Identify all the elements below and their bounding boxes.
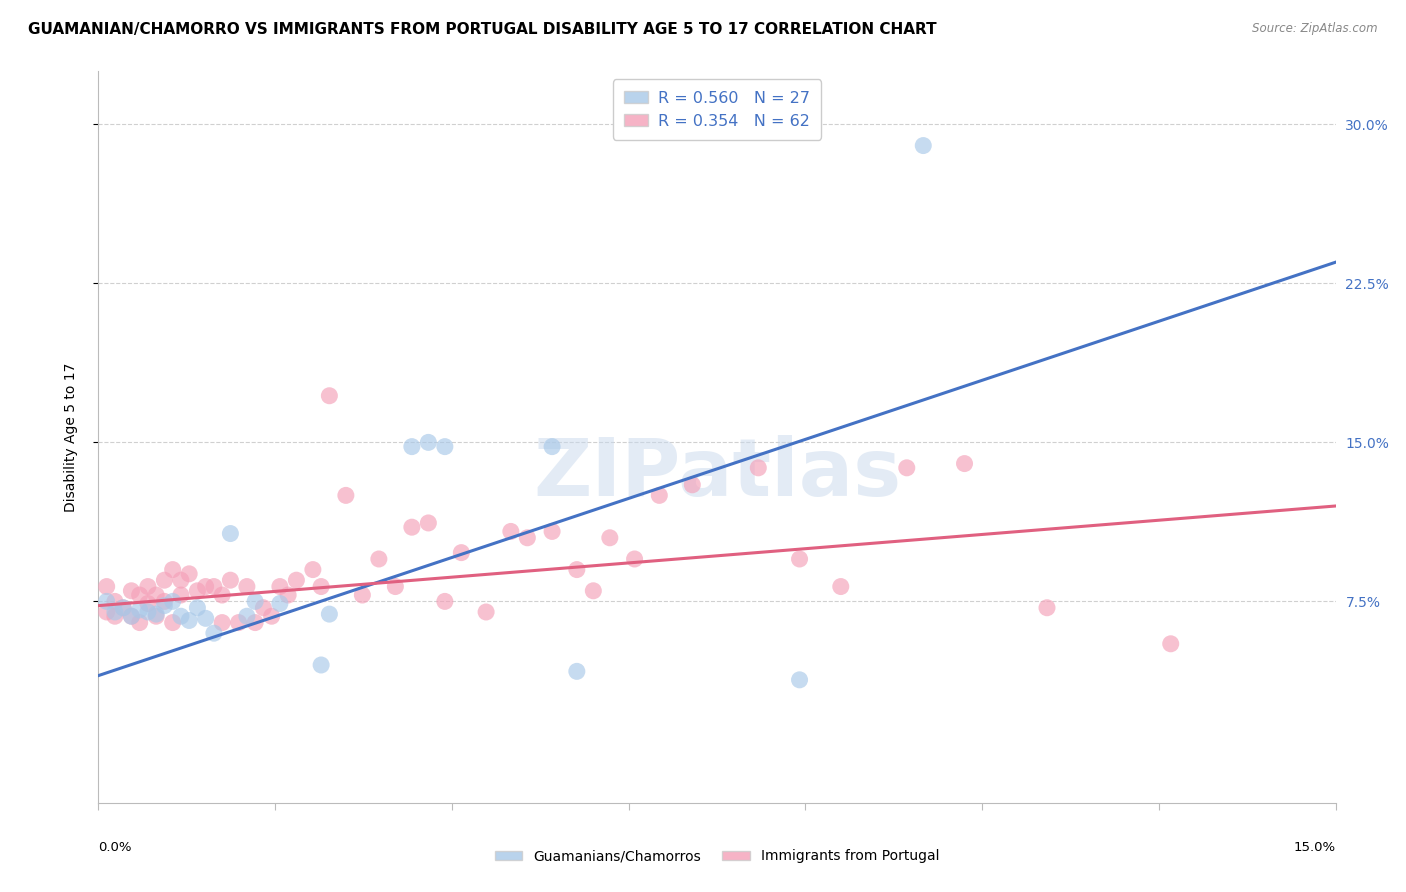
Point <box>128 603 150 617</box>
Point <box>170 588 193 602</box>
Text: 0.0%: 0.0% <box>98 841 132 854</box>
Point <box>243 594 266 608</box>
Point <box>170 609 193 624</box>
Point <box>194 611 217 625</box>
Point <box>228 615 250 630</box>
Point <box>162 615 184 630</box>
Point <box>236 609 259 624</box>
Point <box>285 573 308 587</box>
Point <box>120 609 142 624</box>
Point <box>186 583 208 598</box>
Point <box>170 573 193 587</box>
Point <box>145 607 167 621</box>
Point <box>112 600 135 615</box>
Point <box>433 594 456 608</box>
Point <box>219 573 242 587</box>
Point <box>953 457 976 471</box>
Point <box>648 488 671 502</box>
Point <box>789 552 811 566</box>
Point <box>162 594 184 608</box>
Point <box>896 460 918 475</box>
Point <box>1036 600 1059 615</box>
Point <box>681 477 703 491</box>
Point <box>179 614 201 628</box>
Point <box>565 563 588 577</box>
Y-axis label: Disability Age 5 to 17: Disability Age 5 to 17 <box>63 362 77 512</box>
Point <box>128 588 150 602</box>
Point <box>277 588 299 602</box>
Point <box>153 573 176 587</box>
Point <box>302 563 325 577</box>
Point <box>541 440 564 454</box>
Point <box>104 594 127 608</box>
Point <box>128 615 150 630</box>
Point <box>211 588 233 602</box>
Point <box>433 440 456 454</box>
Point <box>269 580 291 594</box>
Point <box>384 580 406 594</box>
Point <box>211 615 233 630</box>
Point <box>202 626 225 640</box>
Text: GUAMANIAN/CHAMORRO VS IMMIGRANTS FROM PORTUGAL DISABILITY AGE 5 TO 17 CORRELATIO: GUAMANIAN/CHAMORRO VS IMMIGRANTS FROM PO… <box>28 22 936 37</box>
Point <box>96 580 118 594</box>
Text: ZIPatlas: ZIPatlas <box>533 434 901 513</box>
Point <box>623 552 645 566</box>
Text: 15.0%: 15.0% <box>1294 841 1336 854</box>
Point <box>318 389 340 403</box>
Point <box>96 594 118 608</box>
Point <box>309 580 332 594</box>
Point <box>120 609 142 624</box>
Point <box>243 615 266 630</box>
Point <box>153 594 176 608</box>
Point <box>450 546 472 560</box>
Legend: Guamanians/Chamorros, Immigrants from Portugal: Guamanians/Chamorros, Immigrants from Po… <box>489 844 945 869</box>
Point <box>186 600 208 615</box>
Point <box>565 665 588 679</box>
Point <box>830 580 852 594</box>
Point <box>136 605 159 619</box>
Text: Source: ZipAtlas.com: Source: ZipAtlas.com <box>1253 22 1378 36</box>
Point <box>516 531 538 545</box>
Point <box>789 673 811 687</box>
Point <box>335 488 357 502</box>
Point <box>202 580 225 594</box>
Point <box>418 516 440 530</box>
Point <box>269 597 291 611</box>
Point <box>153 599 176 613</box>
Point <box>418 435 440 450</box>
Point <box>352 588 374 602</box>
Point <box>1160 637 1182 651</box>
Point <box>747 460 769 475</box>
Point <box>120 583 142 598</box>
Point <box>136 597 159 611</box>
Point <box>582 583 605 598</box>
Point <box>912 138 935 153</box>
Point <box>179 566 201 581</box>
Point <box>309 658 332 673</box>
Point <box>194 580 217 594</box>
Point <box>252 600 274 615</box>
Point <box>96 605 118 619</box>
Point <box>318 607 340 621</box>
Point <box>145 588 167 602</box>
Point <box>475 605 498 619</box>
Point <box>104 609 127 624</box>
Point <box>136 580 159 594</box>
Point <box>162 563 184 577</box>
Point <box>499 524 522 539</box>
Point <box>367 552 389 566</box>
Point <box>112 600 135 615</box>
Point <box>145 609 167 624</box>
Point <box>219 526 242 541</box>
Point <box>541 524 564 539</box>
Point <box>260 609 283 624</box>
Point <box>401 520 423 534</box>
Point <box>236 580 259 594</box>
Point <box>599 531 621 545</box>
Point <box>401 440 423 454</box>
Point <box>104 605 127 619</box>
